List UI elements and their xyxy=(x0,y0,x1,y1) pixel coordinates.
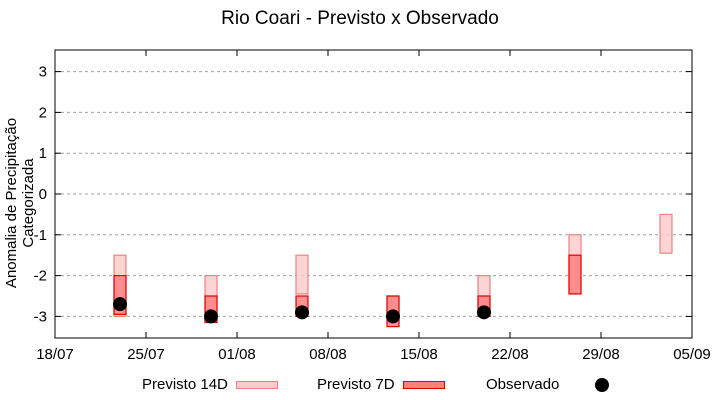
plot-frame xyxy=(54,49,693,339)
x-tick-label: 22/08 xyxy=(491,346,529,363)
y-tick-label: 2 xyxy=(39,104,47,121)
legend-swatch-14d xyxy=(235,380,278,389)
y-tick-label: 0 xyxy=(39,186,47,203)
y-tick-label: -2 xyxy=(34,268,47,285)
x-tick-label: 05/09 xyxy=(673,346,711,363)
y-tick-label: -3 xyxy=(34,308,47,325)
y-tick-label: 1 xyxy=(39,145,47,162)
marker-observado xyxy=(386,309,400,324)
x-tick-label: 08/08 xyxy=(309,346,347,363)
legend-item-7d: Previsto 7D xyxy=(317,376,445,393)
legend-marker-observado xyxy=(595,377,610,392)
marker-observado xyxy=(113,297,127,312)
bar-previsto-7d xyxy=(568,254,582,295)
legend-item-observado: Observado xyxy=(486,376,610,393)
legend-label-observado: Observado xyxy=(486,376,560,393)
legend-swatch-7d xyxy=(402,380,445,389)
bar-previsto-14d xyxy=(295,254,309,295)
marker-observado xyxy=(295,305,309,320)
x-tick-label: 18/07 xyxy=(36,346,74,363)
x-tick-label: 29/08 xyxy=(582,346,620,363)
marker-observado xyxy=(477,305,491,320)
marker-observado xyxy=(204,309,218,324)
y-tick-label: 3 xyxy=(39,64,47,81)
x-tick-label: 15/08 xyxy=(400,346,438,363)
legend-label-14d: Previsto 14D xyxy=(142,376,228,393)
chart-title: Rio Coari - Previsto x Observado xyxy=(221,8,499,29)
x-tick-label: 01/08 xyxy=(218,346,256,363)
x-tick-label: 25/07 xyxy=(127,346,165,363)
y-tick-label: -1 xyxy=(34,227,47,244)
bar-previsto-14d xyxy=(659,213,673,254)
legend-item-14d: Previsto 14D xyxy=(142,376,278,393)
legend-label-7d: Previsto 7D xyxy=(317,376,395,393)
